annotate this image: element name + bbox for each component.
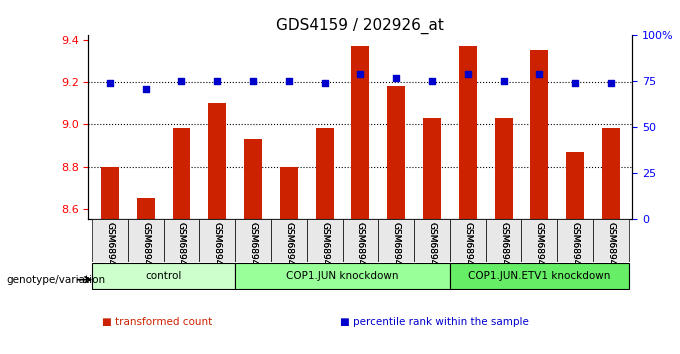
Text: GSM689422: GSM689422: [284, 222, 293, 276]
FancyBboxPatch shape: [414, 219, 450, 262]
Bar: [459, 46, 477, 219]
Text: GSM689438: GSM689438: [607, 222, 615, 276]
FancyBboxPatch shape: [235, 219, 271, 262]
Text: GSM689425: GSM689425: [320, 222, 329, 276]
Point: [355, 71, 366, 77]
Text: GSM689413: GSM689413: [499, 222, 508, 276]
Text: GSM689417: GSM689417: [535, 222, 544, 276]
Text: GSM689439: GSM689439: [392, 222, 401, 276]
Bar: [316, 129, 334, 219]
Bar: [173, 129, 190, 219]
FancyBboxPatch shape: [343, 219, 378, 262]
Text: COP1.JUN.ETV1 knockdown: COP1.JUN.ETV1 knockdown: [468, 271, 611, 281]
Bar: [387, 86, 405, 219]
Text: GSM689435: GSM689435: [213, 222, 222, 276]
Text: GSM689435: GSM689435: [213, 222, 222, 276]
Point: [534, 71, 545, 77]
Bar: [566, 152, 584, 219]
Bar: [423, 118, 441, 219]
Text: GSM689440: GSM689440: [428, 222, 437, 276]
Text: GSM689418: GSM689418: [105, 222, 114, 276]
Text: GSM689427: GSM689427: [356, 222, 365, 276]
FancyBboxPatch shape: [92, 219, 128, 262]
Bar: [494, 118, 513, 219]
FancyBboxPatch shape: [235, 263, 450, 289]
Point: [426, 79, 437, 84]
Text: GSM689431: GSM689431: [571, 222, 579, 276]
Point: [211, 79, 222, 84]
Text: GSM689418: GSM689418: [105, 222, 114, 276]
FancyBboxPatch shape: [378, 219, 414, 262]
Bar: [137, 198, 154, 219]
Text: GSM689428: GSM689428: [141, 222, 150, 276]
FancyBboxPatch shape: [271, 219, 307, 262]
Point: [248, 79, 258, 84]
Text: GSM689431: GSM689431: [571, 222, 579, 276]
Point: [176, 79, 187, 84]
FancyBboxPatch shape: [450, 219, 486, 262]
Point: [462, 71, 473, 77]
Point: [284, 79, 294, 84]
FancyBboxPatch shape: [128, 219, 164, 262]
Text: GSM689412: GSM689412: [463, 222, 473, 276]
Text: genotype/variation: genotype/variation: [7, 275, 106, 285]
Point: [140, 86, 151, 92]
Text: ■ transformed count: ■ transformed count: [102, 317, 212, 327]
Title: GDS4159 / 202926_at: GDS4159 / 202926_at: [277, 18, 444, 34]
Point: [105, 80, 116, 86]
Text: COP1.JUN knockdown: COP1.JUN knockdown: [286, 271, 398, 281]
FancyBboxPatch shape: [92, 263, 235, 289]
Text: GSM689412: GSM689412: [463, 222, 473, 276]
FancyBboxPatch shape: [557, 219, 593, 262]
FancyBboxPatch shape: [450, 263, 629, 289]
Text: control: control: [146, 271, 182, 281]
Text: GSM689422: GSM689422: [284, 222, 293, 276]
FancyBboxPatch shape: [199, 219, 235, 262]
Point: [391, 75, 402, 81]
Point: [498, 79, 509, 84]
FancyBboxPatch shape: [522, 219, 557, 262]
Point: [319, 80, 330, 86]
Bar: [208, 103, 226, 219]
FancyBboxPatch shape: [307, 219, 343, 262]
FancyBboxPatch shape: [164, 219, 199, 262]
Bar: [280, 167, 298, 219]
Text: GSM689427: GSM689427: [356, 222, 365, 276]
Text: GSM689417: GSM689417: [535, 222, 544, 276]
Point: [570, 80, 581, 86]
Text: GSM689432: GSM689432: [177, 222, 186, 276]
Point: [605, 80, 616, 86]
FancyBboxPatch shape: [486, 219, 522, 262]
Text: GSM689414: GSM689414: [248, 222, 258, 276]
Text: GSM689438: GSM689438: [607, 222, 615, 276]
Text: GSM689428: GSM689428: [141, 222, 150, 276]
Text: ■ percentile rank within the sample: ■ percentile rank within the sample: [340, 317, 529, 327]
Bar: [244, 139, 262, 219]
FancyBboxPatch shape: [593, 219, 629, 262]
Text: GSM689413: GSM689413: [499, 222, 508, 276]
Text: GSM689432: GSM689432: [177, 222, 186, 276]
Bar: [101, 167, 119, 219]
Text: GSM689414: GSM689414: [248, 222, 258, 276]
Bar: [530, 50, 548, 219]
Text: GSM689425: GSM689425: [320, 222, 329, 276]
Bar: [352, 46, 369, 219]
Text: GSM689439: GSM689439: [392, 222, 401, 276]
Bar: [602, 129, 620, 219]
Text: GSM689440: GSM689440: [428, 222, 437, 276]
